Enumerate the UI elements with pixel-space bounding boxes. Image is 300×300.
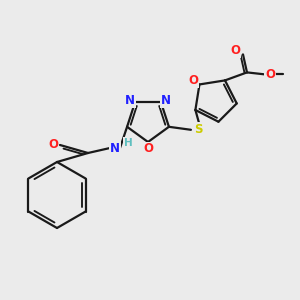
- Text: S: S: [194, 123, 202, 136]
- Text: O: O: [188, 74, 198, 87]
- Text: O: O: [48, 139, 58, 152]
- Text: O: O: [230, 44, 240, 57]
- Text: O: O: [143, 142, 153, 155]
- Text: N: N: [125, 94, 135, 107]
- Text: N: N: [110, 142, 120, 154]
- Text: O: O: [265, 68, 275, 81]
- Text: N: N: [161, 94, 171, 107]
- Text: H: H: [124, 138, 132, 148]
